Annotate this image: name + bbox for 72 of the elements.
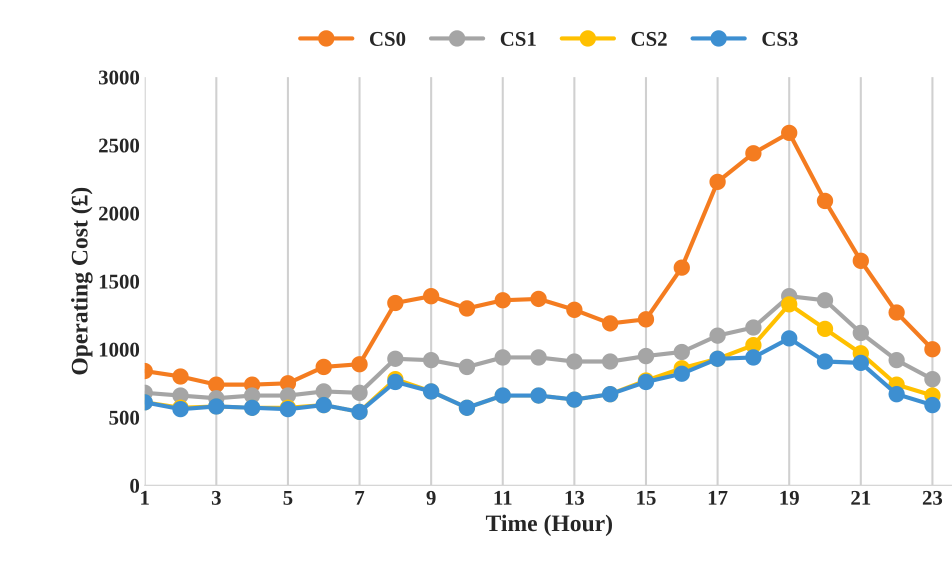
point bbox=[316, 383, 332, 400]
legend-label: CS1 bbox=[500, 32, 536, 46]
point bbox=[530, 290, 547, 308]
point bbox=[422, 288, 440, 304]
point bbox=[494, 349, 511, 366]
y-tick-label: 500 bbox=[109, 410, 140, 425]
point bbox=[852, 324, 869, 342]
point bbox=[674, 259, 690, 276]
point bbox=[387, 294, 404, 312]
point bbox=[566, 302, 583, 318]
point bbox=[816, 353, 834, 370]
point bbox=[781, 296, 798, 313]
point bbox=[674, 366, 690, 382]
point bbox=[888, 304, 905, 321]
point bbox=[602, 315, 618, 332]
point bbox=[316, 358, 332, 376]
x-tick-label: 21 bbox=[851, 490, 870, 505]
x-tick-label: 7 bbox=[356, 491, 364, 505]
point bbox=[852, 354, 869, 372]
point bbox=[709, 174, 726, 190]
point bbox=[709, 327, 726, 344]
y-tick-label: 1500 bbox=[100, 274, 140, 289]
x-tick-label: 11 bbox=[494, 490, 512, 505]
x-tick-label: 5 bbox=[284, 491, 292, 505]
point bbox=[566, 353, 583, 370]
x-tick-label: 13 bbox=[566, 490, 584, 505]
x-axis-title: Time (Hour) bbox=[486, 514, 612, 536]
point bbox=[351, 384, 368, 401]
x-tick-label: 23 bbox=[922, 490, 942, 505]
y-tick-label: 3000 bbox=[98, 70, 140, 85]
point bbox=[387, 350, 404, 367]
y-tick-label: 2500 bbox=[99, 138, 140, 153]
point bbox=[924, 371, 941, 388]
point bbox=[852, 252, 869, 269]
point bbox=[458, 358, 476, 376]
point bbox=[888, 352, 905, 368]
point bbox=[530, 349, 547, 366]
point bbox=[638, 311, 654, 328]
point bbox=[816, 320, 834, 338]
point bbox=[745, 145, 762, 162]
point bbox=[781, 330, 798, 347]
y-tick-label: 1000 bbox=[100, 342, 140, 357]
point bbox=[674, 344, 690, 360]
x-tick-label: 15 bbox=[637, 490, 656, 505]
point bbox=[638, 348, 654, 364]
legend-label: CS0 bbox=[370, 32, 406, 46]
point bbox=[387, 374, 404, 390]
point bbox=[422, 352, 440, 368]
y-tick-label: 0 bbox=[130, 478, 140, 493]
x-tick-label: 19 bbox=[780, 490, 799, 505]
point bbox=[816, 292, 834, 308]
point bbox=[458, 300, 476, 317]
point bbox=[172, 368, 189, 385]
legend-label: CS2 bbox=[632, 32, 667, 46]
point bbox=[745, 349, 762, 366]
y-tick-label: 2000 bbox=[99, 206, 140, 221]
point bbox=[781, 124, 798, 142]
point bbox=[745, 319, 762, 336]
legend-label: CS3 bbox=[762, 32, 798, 46]
point bbox=[888, 386, 905, 402]
x-tick-label: 1 bbox=[141, 490, 149, 505]
x-tick-label: 17 bbox=[708, 490, 728, 505]
point bbox=[208, 376, 224, 393]
x-tick-label: 9 bbox=[426, 490, 436, 505]
point bbox=[494, 292, 511, 308]
y-axis-title: Operating Cost (£) bbox=[71, 188, 93, 374]
x-tick-label: 3 bbox=[212, 490, 221, 505]
point bbox=[924, 396, 941, 414]
point bbox=[602, 353, 618, 370]
point bbox=[924, 341, 941, 358]
point bbox=[351, 356, 368, 372]
point bbox=[816, 192, 834, 210]
